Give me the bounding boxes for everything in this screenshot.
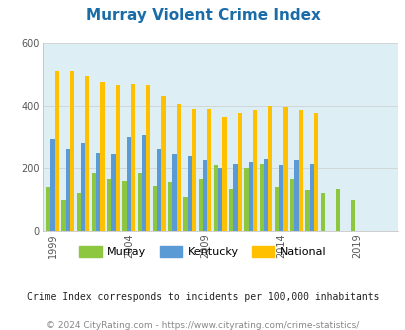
Bar xyxy=(172,154,176,231)
Bar xyxy=(100,82,104,231)
Bar xyxy=(92,173,96,231)
Bar xyxy=(46,187,50,231)
Bar xyxy=(126,137,130,231)
Bar xyxy=(313,114,318,231)
Bar xyxy=(157,149,161,231)
Bar xyxy=(248,162,252,231)
Bar xyxy=(228,189,233,231)
Bar xyxy=(252,110,256,231)
Bar xyxy=(70,71,74,231)
Bar xyxy=(77,193,81,231)
Bar xyxy=(81,143,85,231)
Bar xyxy=(198,179,202,231)
Bar xyxy=(141,135,146,231)
Bar xyxy=(137,173,141,231)
Bar xyxy=(153,185,157,231)
Bar xyxy=(161,96,165,231)
Bar xyxy=(309,164,313,231)
Bar xyxy=(289,179,294,231)
Text: Murray Violent Crime Index: Murray Violent Crime Index xyxy=(85,8,320,23)
Bar xyxy=(202,160,207,231)
Bar xyxy=(176,104,181,231)
Text: Crime Index corresponds to incidents per 100,000 inhabitants: Crime Index corresponds to incidents per… xyxy=(27,292,378,302)
Bar xyxy=(263,159,267,231)
Bar xyxy=(183,197,187,231)
Bar xyxy=(298,110,302,231)
Bar xyxy=(107,179,111,231)
Bar xyxy=(222,116,226,231)
Bar xyxy=(192,109,196,231)
Bar xyxy=(259,164,263,231)
Bar xyxy=(130,84,135,231)
Bar xyxy=(96,152,100,231)
Bar xyxy=(207,109,211,231)
Bar xyxy=(278,165,283,231)
Bar xyxy=(335,189,339,231)
Bar xyxy=(233,164,237,231)
Bar xyxy=(122,181,126,231)
Bar xyxy=(267,106,272,231)
Bar xyxy=(50,139,55,231)
Bar xyxy=(187,156,192,231)
Bar xyxy=(350,200,354,231)
Bar xyxy=(115,85,119,231)
Bar xyxy=(283,107,287,231)
Bar xyxy=(61,200,66,231)
Legend: Murray, Kentucky, National: Murray, Kentucky, National xyxy=(75,242,330,262)
Bar xyxy=(274,187,278,231)
Bar xyxy=(213,165,217,231)
Bar xyxy=(320,193,324,231)
Bar xyxy=(66,149,70,231)
Bar xyxy=(294,160,298,231)
Bar xyxy=(55,71,59,231)
Bar xyxy=(237,114,241,231)
Bar xyxy=(146,85,150,231)
Bar xyxy=(111,154,115,231)
Bar xyxy=(244,168,248,231)
Bar xyxy=(85,76,89,231)
Text: © 2024 CityRating.com - https://www.cityrating.com/crime-statistics/: © 2024 CityRating.com - https://www.city… xyxy=(46,321,359,330)
Bar xyxy=(305,190,309,231)
Bar xyxy=(217,168,222,231)
Bar xyxy=(168,182,172,231)
